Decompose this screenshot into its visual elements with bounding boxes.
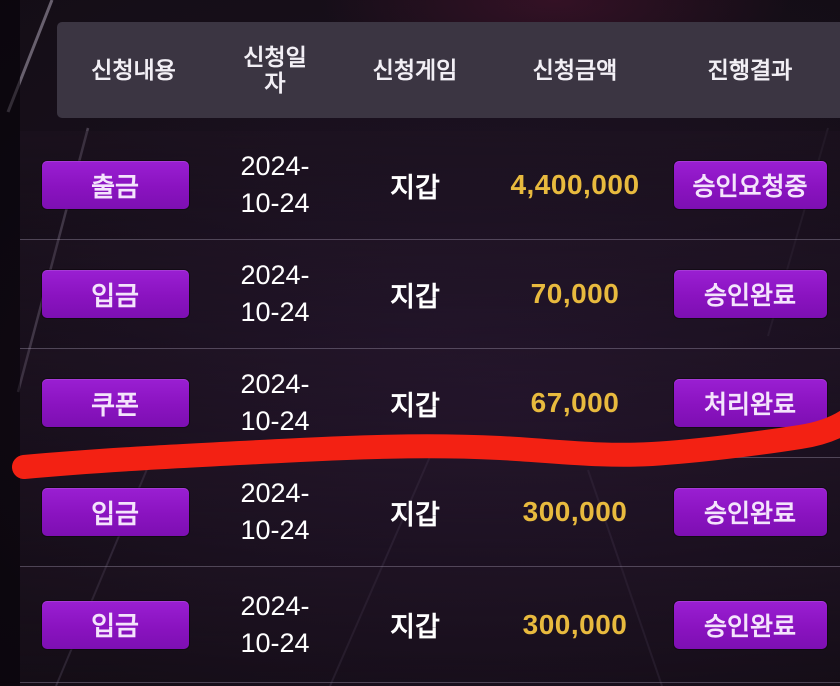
column-header-request-date: 신청일자 [243,43,307,96]
request-game: 지갑 [390,281,440,312]
request-date: 2024- 10-24 [240,590,310,658]
result-status-badge[interactable]: 승인완료 [673,488,827,536]
request-amount: 300,000 [522,496,628,527]
result-status-badge[interactable]: 처리완료 [673,379,827,427]
table-header: 신청내용 신청일자 신청게임 신청금액 진행결과 [57,22,840,118]
request-amount: 67,000 [530,387,620,418]
table-row: 쿠폰 2024- 10-24 지갑 67,000 처리완료 [20,349,840,458]
request-type-badge[interactable]: 입금 [41,488,189,536]
request-amount: 300,000 [522,608,628,640]
table-row: 입금 2024- 10-24 지갑 70,000 승인완료 [20,240,840,349]
table-row: 입금 2024- 10-24 지갑 300,000 승인완료 [20,567,840,683]
request-game: 지갑 [390,172,440,203]
result-status-badge[interactable]: 승인요청중 [673,161,827,209]
request-date: 2024- 10-24 [240,369,310,436]
request-date: 2024- 10-24 [240,478,310,545]
request-type-badge[interactable]: 입금 [41,600,189,649]
table-body: 출금 2024- 10-24 지갑 4,400,000 승인요청중 입금 2024… [20,131,840,683]
request-type-badge[interactable]: 쿠폰 [41,379,189,427]
column-header-request-game: 신청게임 [372,56,458,83]
column-header-request-type: 신청내용 [91,56,176,83]
column-header-request-amount: 신청금액 [532,56,618,83]
table-row: 출금 2024- 10-24 지갑 4,400,000 승인요청중 [20,131,840,240]
request-amount: 70,000 [530,278,620,309]
request-date: 2024- 10-24 [240,151,310,218]
request-date: 2024- 10-24 [240,260,310,327]
left-edge-shade [0,0,20,686]
table-row: 입금 2024- 10-24 지갑 300,000 승인완료 [20,458,840,567]
result-status-badge[interactable]: 승인완료 [673,270,827,318]
request-game: 지갑 [390,390,440,421]
request-type-badge[interactable]: 입금 [41,270,189,318]
request-amount: 4,400,000 [510,169,640,200]
result-status-badge[interactable]: 승인완료 [673,600,827,649]
column-header-result: 진행결과 [707,56,793,83]
request-game: 지갑 [390,499,440,530]
request-type-badge[interactable]: 출금 [41,161,189,209]
request-game: 지갑 [390,612,440,642]
